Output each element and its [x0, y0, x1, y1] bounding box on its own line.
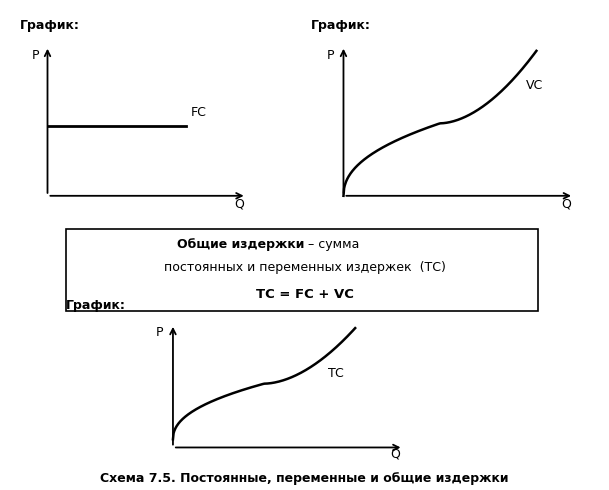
Text: TC = FC + VC: TC = FC + VC: [256, 288, 353, 301]
Text: постоянных и переменных издержек  (ТС): постоянных и переменных издержек (ТС): [164, 261, 445, 274]
Text: График:: График:: [311, 19, 371, 32]
Text: График:: График:: [19, 19, 80, 32]
Text: Общие издержки: Общие издержки: [177, 238, 304, 251]
Text: P: P: [32, 49, 40, 62]
Text: – сумма: – сумма: [304, 238, 360, 251]
Text: Q: Q: [390, 448, 400, 461]
Text: P: P: [326, 49, 334, 62]
Text: P: P: [156, 326, 163, 339]
Text: Схема 7.5. Постоянные, переменные и общие издержки: Схема 7.5. Постоянные, переменные и общи…: [100, 472, 509, 485]
Text: VC: VC: [526, 79, 543, 92]
Text: Q: Q: [234, 197, 245, 211]
Text: TC: TC: [328, 367, 344, 380]
Text: FC: FC: [191, 106, 207, 119]
FancyBboxPatch shape: [66, 229, 538, 311]
Text: Q: Q: [561, 197, 571, 211]
Text: График:: График:: [66, 299, 125, 312]
